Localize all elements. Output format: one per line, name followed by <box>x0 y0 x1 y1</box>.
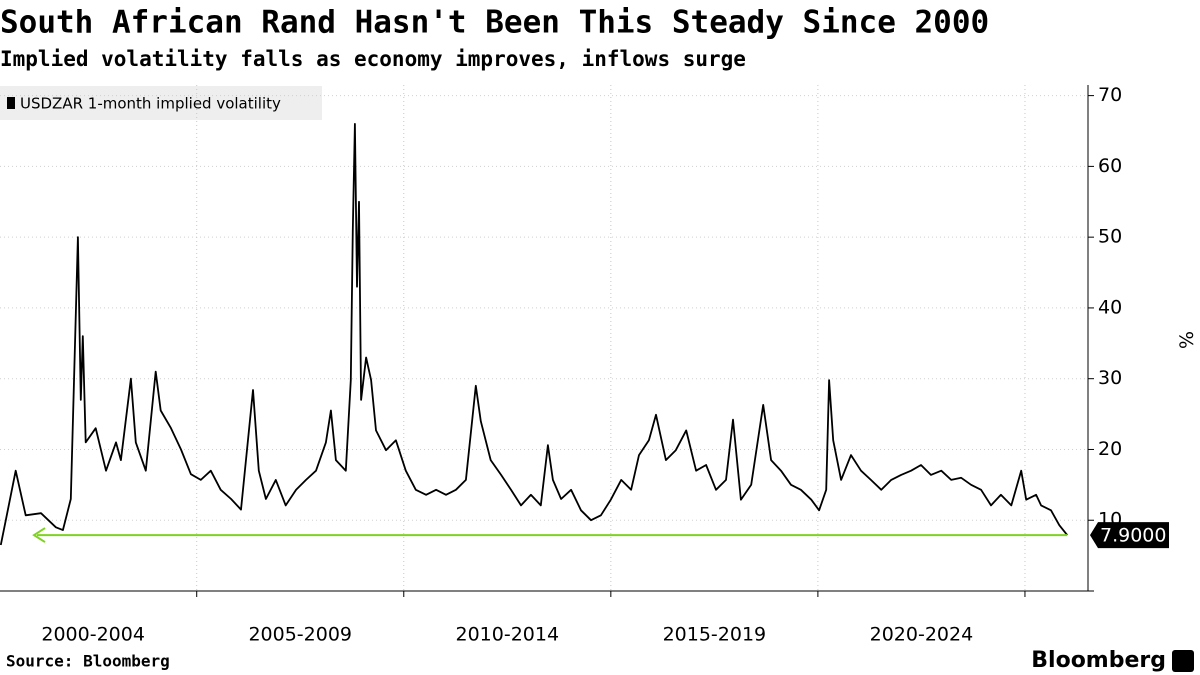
logo: Bloomberg <box>1031 648 1166 673</box>
y-tick-label: 70 <box>1098 84 1122 106</box>
y-tick-label: 60 <box>1098 155 1122 177</box>
y-tick-label: 50 <box>1098 226 1122 248</box>
legend-swatch <box>7 97 15 109</box>
data-line <box>0 123 1068 546</box>
legend-box <box>0 86 322 120</box>
y-tick-label: 20 <box>1098 438 1122 460</box>
chart-title: South African Rand Hasn't Been This Stea… <box>0 5 989 41</box>
x-period-label: 2010-2014 <box>456 624 560 646</box>
value-label-box <box>1090 522 1169 549</box>
chart-subtitle: Implied volatility falls as economy impr… <box>0 47 746 71</box>
logo-icon <box>1172 650 1194 672</box>
value-label: 7.9000 <box>1100 525 1166 547</box>
legend: USDZAR 1-month implied volatility <box>0 86 322 120</box>
x-period-label: 2020-2024 <box>870 624 974 646</box>
x-period-label: 2015-2019 <box>663 624 767 646</box>
y-axis-label: % <box>1175 331 1197 349</box>
y-tick-label: 30 <box>1098 367 1122 389</box>
x-period-label: 2000-2004 <box>41 624 145 646</box>
legend-label: USDZAR 1-month implied volatility <box>20 95 281 113</box>
arrow-head <box>32 527 46 543</box>
x-period-label: 2005-2009 <box>248 624 352 646</box>
y-tick-label: 40 <box>1098 296 1122 318</box>
source: Source: Bloomberg <box>6 652 170 671</box>
